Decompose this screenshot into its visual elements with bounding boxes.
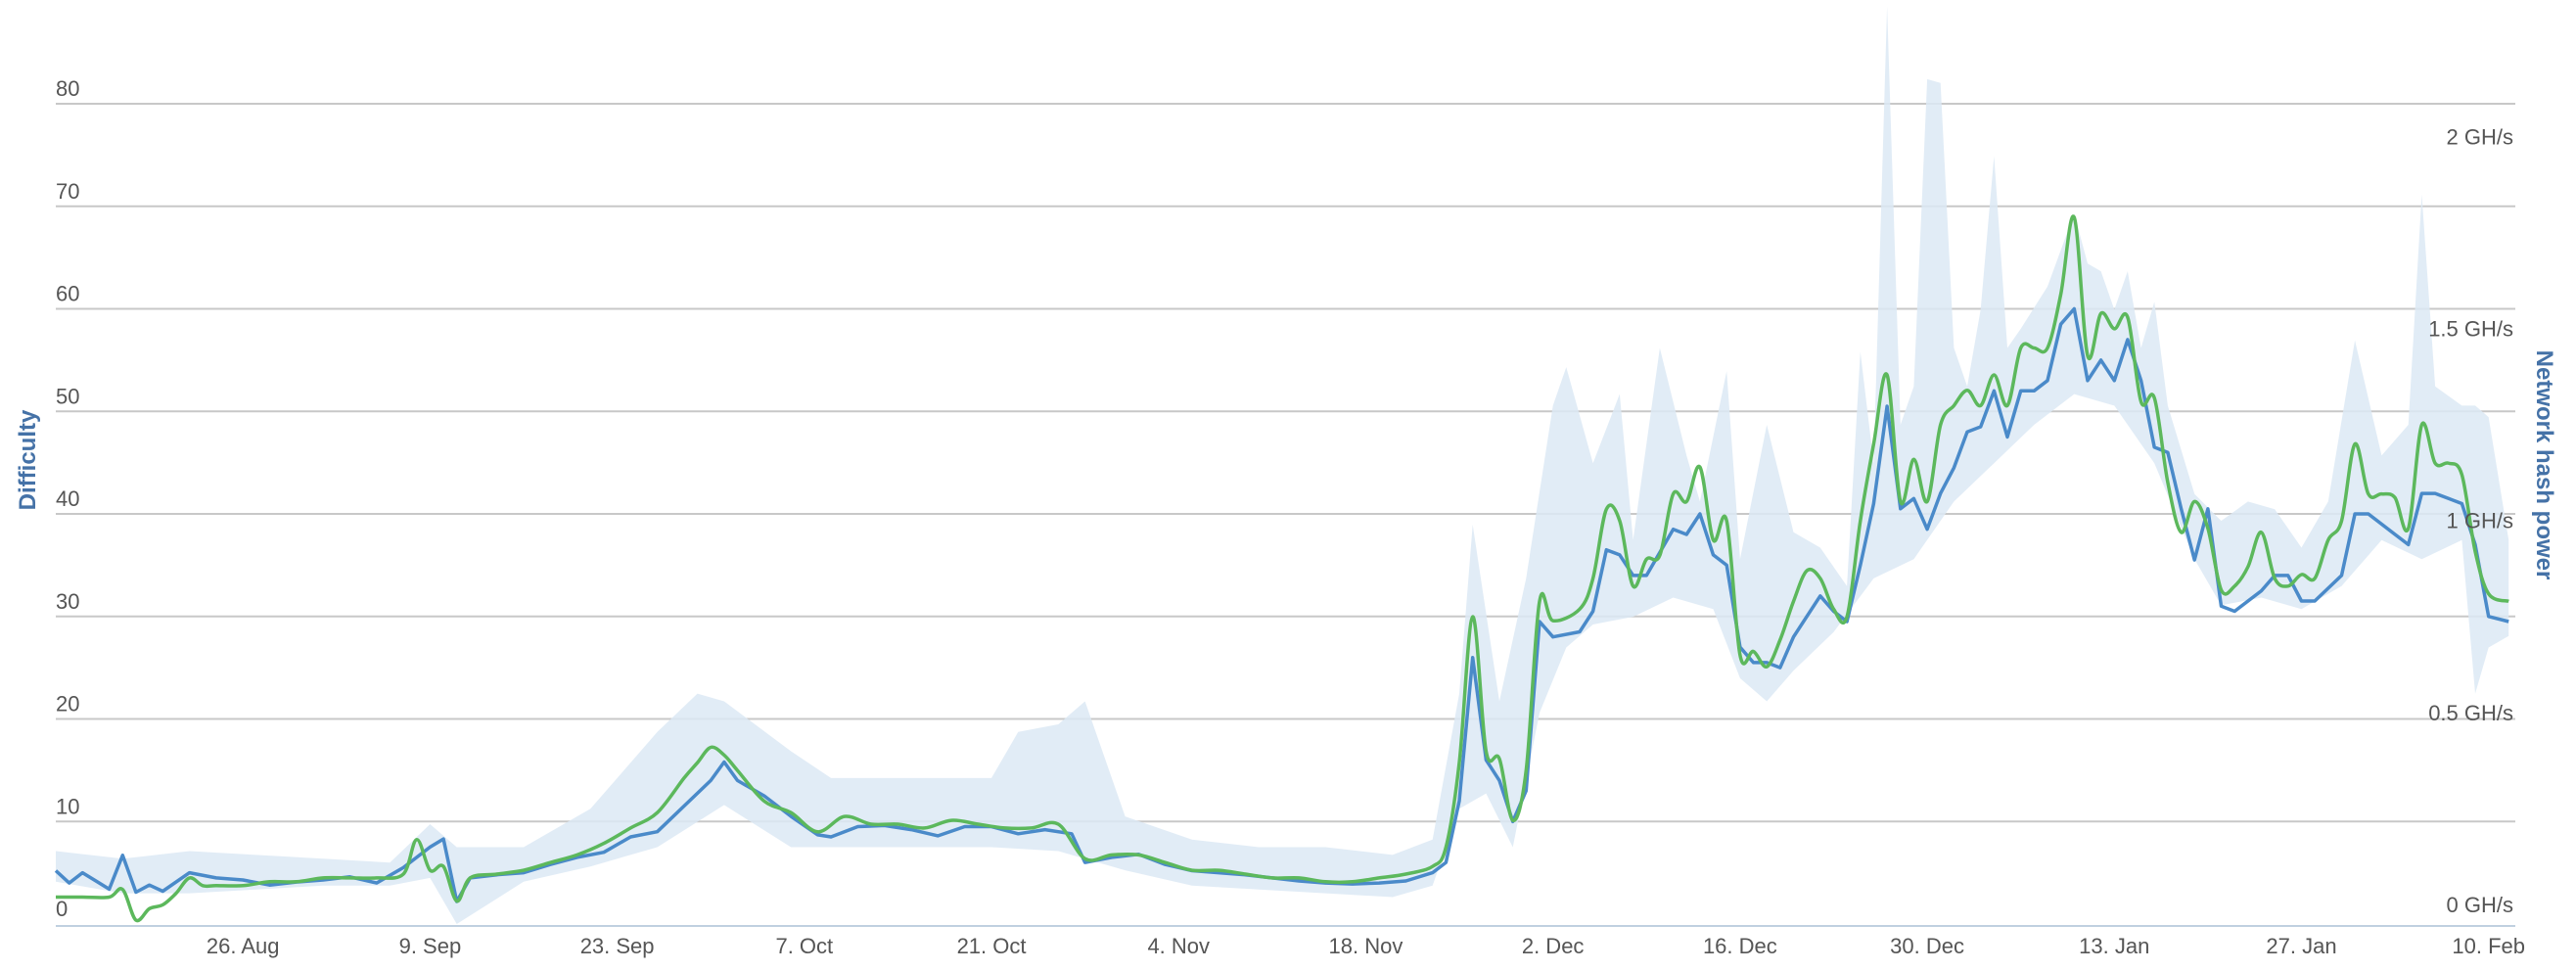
right-tick-3: 1.5 GH/s bbox=[2428, 317, 2513, 342]
left-tick-20: 20 bbox=[56, 692, 79, 717]
right-tick-1: 0.5 GH/s bbox=[2428, 701, 2513, 725]
series-lines bbox=[54, 214, 2509, 923]
hashpower-line bbox=[56, 214, 2509, 923]
left-tick-40: 40 bbox=[56, 486, 79, 511]
x-tick-3: 7. Oct bbox=[775, 934, 833, 958]
x-tick-11: 27. Jan bbox=[2266, 934, 2336, 958]
x-tick-4: 21. Oct bbox=[957, 934, 1027, 958]
gridlines bbox=[56, 103, 2515, 823]
x-tick-1: 9. Sep bbox=[399, 934, 462, 958]
x-tick-9: 30. Dec bbox=[1890, 934, 1964, 958]
left-tick-60: 60 bbox=[56, 282, 79, 306]
left-tick-70: 70 bbox=[56, 179, 79, 204]
left-tick-50: 50 bbox=[56, 384, 79, 408]
x-tick-7: 2. Dec bbox=[1522, 934, 1585, 958]
x-axis-tick-labels: 26. Aug 9. Sep 23. Sep 7. Oct 21. Oct 4. Nov 1… bbox=[207, 934, 2525, 958]
x-tick-12: 10. Feb bbox=[2452, 934, 2525, 958]
x-tick-8: 16. Dec bbox=[1703, 934, 1777, 958]
left-tick-30: 30 bbox=[56, 589, 79, 614]
right-tick-4: 2 GH/s bbox=[2447, 124, 2513, 149]
hashpower-range-band bbox=[56, 6, 2509, 924]
right-tick-0: 0 GH/s bbox=[2447, 893, 2513, 917]
left-axis-tick-labels: 0 10 20 30 40 50 60 70 80 bbox=[56, 76, 79, 921]
x-tick-0: 26. Aug bbox=[207, 934, 280, 958]
x-tick-2: 23. Sep bbox=[580, 934, 655, 958]
right-axis-title: Network hash power bbox=[2531, 350, 2557, 580]
right-tick-2: 1 GH/s bbox=[2447, 509, 2513, 533]
left-tick-10: 10 bbox=[56, 794, 79, 818]
right-axis-tick-labels: 0 GH/s 0.5 GH/s 1 GH/s 1.5 GH/s 2 GH/s bbox=[2428, 124, 2513, 917]
x-tick-6: 18. Nov bbox=[1329, 934, 1403, 958]
left-axis-title: Difficulty bbox=[15, 409, 41, 510]
hashpower-range-area bbox=[56, 6, 2509, 924]
x-tick-10: 13. Jan bbox=[2079, 934, 2149, 958]
left-tick-80: 80 bbox=[56, 76, 79, 101]
x-tick-5: 4. Nov bbox=[1147, 934, 1210, 958]
left-tick-0: 0 bbox=[56, 897, 68, 921]
